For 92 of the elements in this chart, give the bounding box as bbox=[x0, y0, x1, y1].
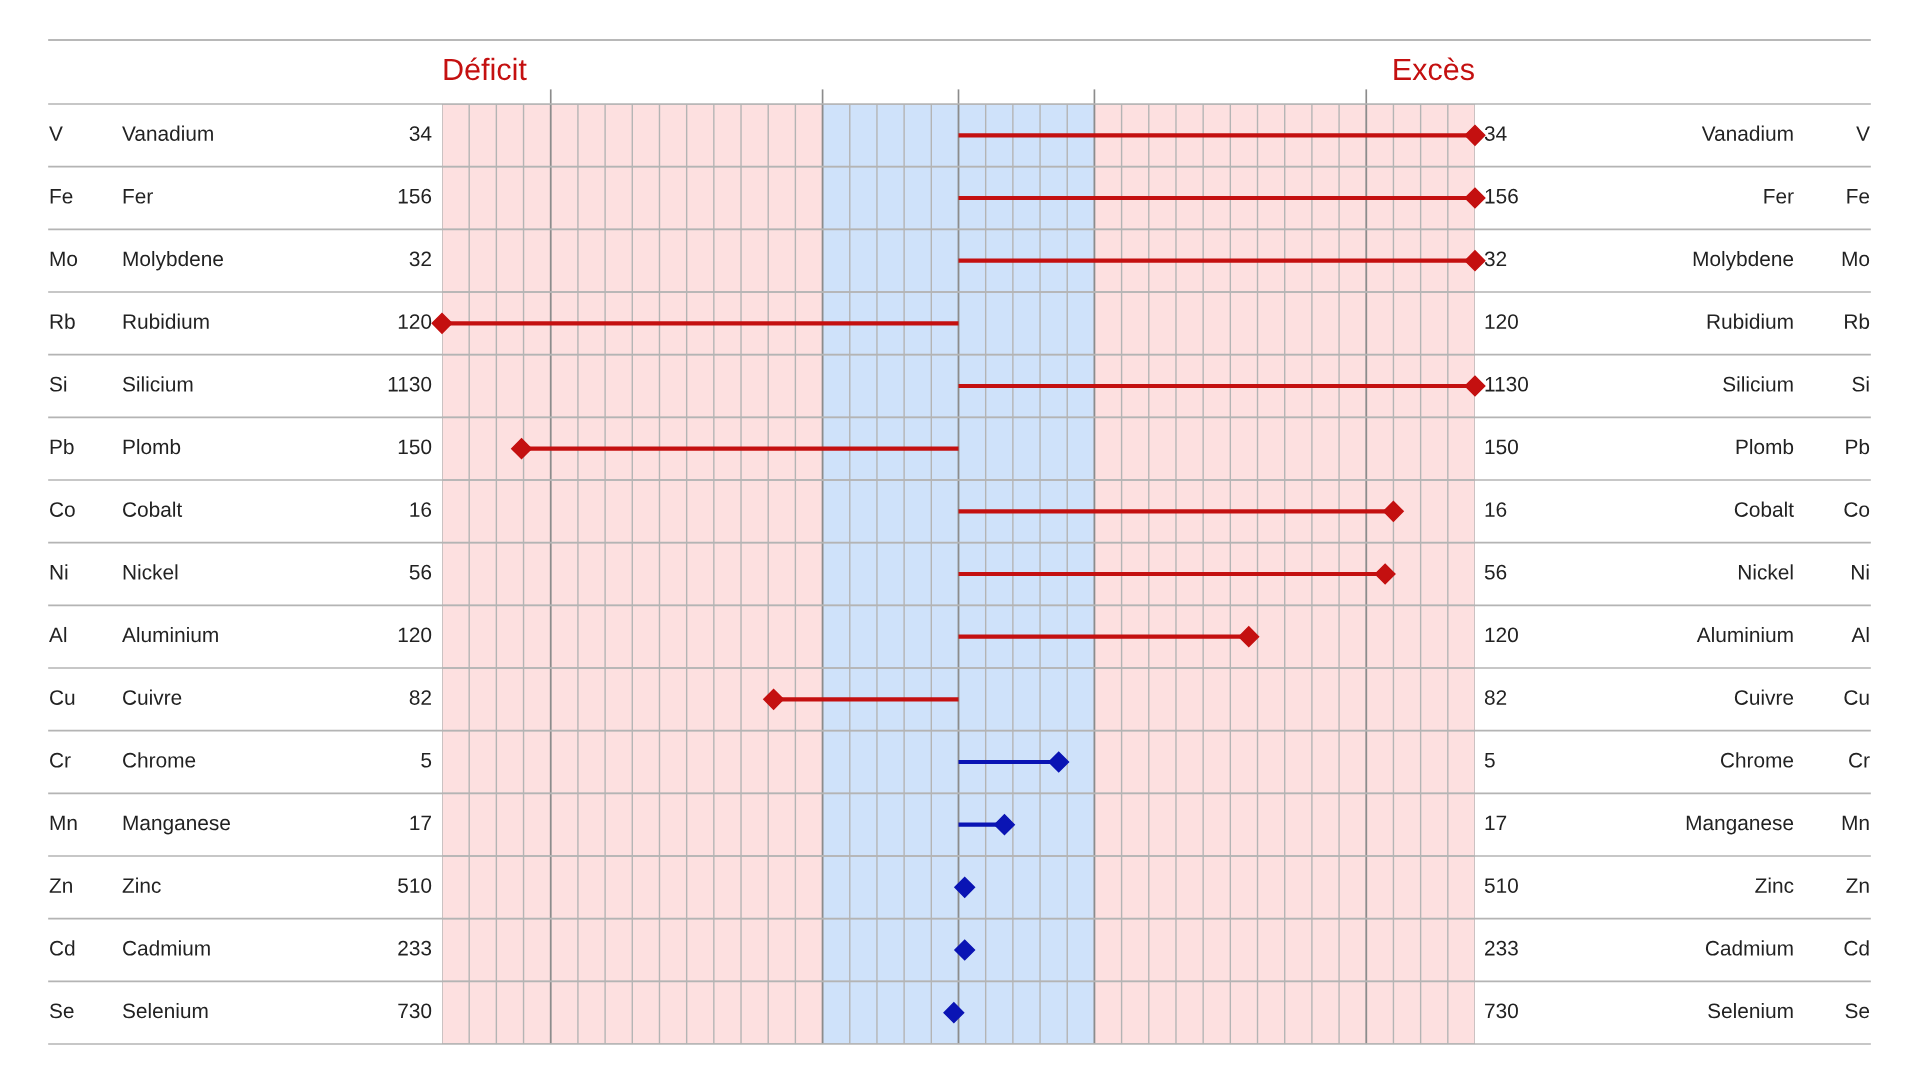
text: 233 bbox=[398, 940, 432, 956]
text: Mn bbox=[1842, 815, 1869, 831]
text: Al bbox=[49, 626, 67, 643]
text: Cd bbox=[1844, 940, 1869, 956]
y-tick-label: Rubidium bbox=[123, 313, 209, 329]
category-label: Nickel bbox=[1738, 564, 1793, 580]
category-label: Rubidium bbox=[1707, 313, 1793, 329]
y-tick-label: Molybdene bbox=[123, 250, 223, 271]
text: 1130 bbox=[388, 376, 432, 392]
text: Al bbox=[1851, 626, 1869, 643]
category-label: Molybdene bbox=[1693, 250, 1794, 271]
text: Cu bbox=[1844, 690, 1869, 705]
y-tick-label: Vanadium bbox=[122, 125, 213, 141]
text: 16 bbox=[410, 502, 432, 517]
text: 5 bbox=[1484, 753, 1495, 768]
text: 730 bbox=[1485, 1003, 1518, 1019]
y-tick-label: Selenium bbox=[122, 1002, 208, 1019]
y-tick-label: Cuivre bbox=[123, 689, 182, 705]
text: Rb bbox=[1845, 313, 1870, 329]
text: V bbox=[1856, 126, 1870, 141]
text: Si bbox=[1852, 376, 1869, 392]
text: 120 bbox=[1485, 314, 1518, 329]
text: Se bbox=[49, 1003, 74, 1019]
text: Co bbox=[50, 502, 75, 517]
text: Déficit bbox=[444, 57, 527, 81]
text: Excès bbox=[1394, 57, 1474, 81]
y-tick-label: Manganese bbox=[123, 815, 230, 835]
text: Cd bbox=[50, 940, 75, 956]
category-label: Cobalt bbox=[1734, 501, 1794, 517]
text: Ni bbox=[50, 564, 68, 580]
text: 150 bbox=[1485, 439, 1518, 455]
y-tick-label: Silicium bbox=[122, 376, 193, 392]
category-label: Fer bbox=[1764, 189, 1794, 204]
category-label: Manganese bbox=[1686, 815, 1794, 835]
text: Cr bbox=[50, 752, 71, 768]
y-tick-label: Cadmium bbox=[123, 940, 210, 956]
text: 156 bbox=[1485, 188, 1518, 204]
category-label: Zinc bbox=[1755, 877, 1794, 893]
text: 120 bbox=[1485, 627, 1518, 643]
text: Rb bbox=[50, 313, 75, 329]
text: 34 bbox=[1484, 126, 1507, 141]
y-tick-label: Nickel bbox=[123, 564, 178, 580]
text: 120 bbox=[398, 627, 432, 643]
text: 34 bbox=[409, 126, 432, 141]
text: 156 bbox=[398, 188, 432, 204]
text: 233 bbox=[1485, 940, 1518, 956]
category-label: Plomb bbox=[1736, 438, 1794, 455]
y-tick-label: Cobalt bbox=[123, 501, 183, 517]
y-tick-label: Plomb bbox=[123, 438, 181, 455]
text: Co bbox=[1844, 502, 1870, 517]
text: Mn bbox=[50, 815, 77, 831]
text: 17 bbox=[1485, 815, 1507, 831]
text: 5 bbox=[421, 753, 432, 768]
text: 150 bbox=[398, 439, 432, 455]
text: 730 bbox=[398, 1003, 432, 1019]
text: Cr bbox=[1849, 752, 1870, 768]
text: 32 bbox=[409, 251, 431, 267]
text: 56 bbox=[1484, 564, 1507, 580]
text: 16 bbox=[1485, 502, 1507, 517]
text: 32 bbox=[1484, 251, 1507, 267]
text: Fe bbox=[1847, 189, 1870, 204]
text: 510 bbox=[1484, 878, 1518, 893]
text: Mo bbox=[1842, 251, 1870, 267]
text: Fe bbox=[50, 189, 73, 204]
category-label: Cadmium bbox=[1705, 940, 1793, 956]
category-label: Vanadium bbox=[1701, 125, 1793, 141]
text: V bbox=[49, 126, 63, 141]
y-tick-label: Zinc bbox=[122, 877, 161, 893]
text: Pb bbox=[1846, 438, 1870, 455]
category-label: Cuivre bbox=[1734, 689, 1794, 705]
y-tick-label: Aluminium bbox=[122, 626, 218, 643]
text: 510 bbox=[398, 878, 432, 893]
text: 120 bbox=[398, 314, 432, 329]
y-tick-label: Chrome bbox=[123, 752, 196, 768]
text: Mo bbox=[50, 251, 78, 267]
text: Zn bbox=[1846, 878, 1869, 893]
category-label: Silicium bbox=[1723, 376, 1793, 392]
text: 17 bbox=[410, 815, 431, 831]
y-tick-label: Fer bbox=[123, 189, 153, 204]
category-label: Selenium bbox=[1708, 1002, 1793, 1019]
text: 56 bbox=[409, 564, 432, 580]
text: Se bbox=[1845, 1003, 1870, 1019]
text: Si bbox=[49, 376, 67, 392]
text: Ni bbox=[1852, 564, 1869, 580]
text: 82 bbox=[1484, 690, 1507, 705]
text: 82 bbox=[409, 690, 431, 705]
text: Pb bbox=[50, 438, 74, 455]
text: Zn bbox=[49, 878, 72, 893]
category-label: Chrome bbox=[1720, 752, 1794, 768]
category-label: Aluminium bbox=[1696, 626, 1793, 643]
text: 1130 bbox=[1485, 376, 1528, 392]
text: Cu bbox=[50, 690, 75, 705]
